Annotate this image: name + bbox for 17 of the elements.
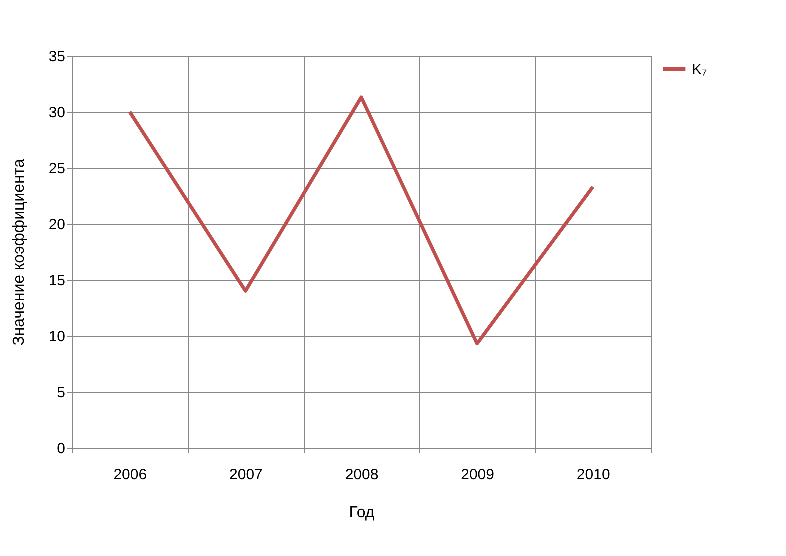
y-axis-title: Значение коэффициента [10,159,28,346]
y-tick-label: 35 [48,48,66,66]
x-tick-label: 2009 [461,466,494,484]
y-tick-label: 15 [48,272,66,290]
x-tick-label: 2007 [230,466,263,484]
y-tick-label: 20 [48,216,66,234]
y-tick-label: 10 [48,328,66,346]
x-axis-title: Год [349,504,376,522]
y-tick-label: 25 [48,160,66,178]
x-tick-label: 2008 [345,466,379,484]
line-series [128,96,595,346]
legend-label: K₇ [692,62,708,78]
y-tick-label: 0 [57,440,66,458]
x-tick-label: 2010 [576,466,610,484]
y-tick-label: 30 [48,104,66,122]
y-tick-label: 5 [57,384,66,402]
x-tick-label: 2006 [114,466,148,484]
